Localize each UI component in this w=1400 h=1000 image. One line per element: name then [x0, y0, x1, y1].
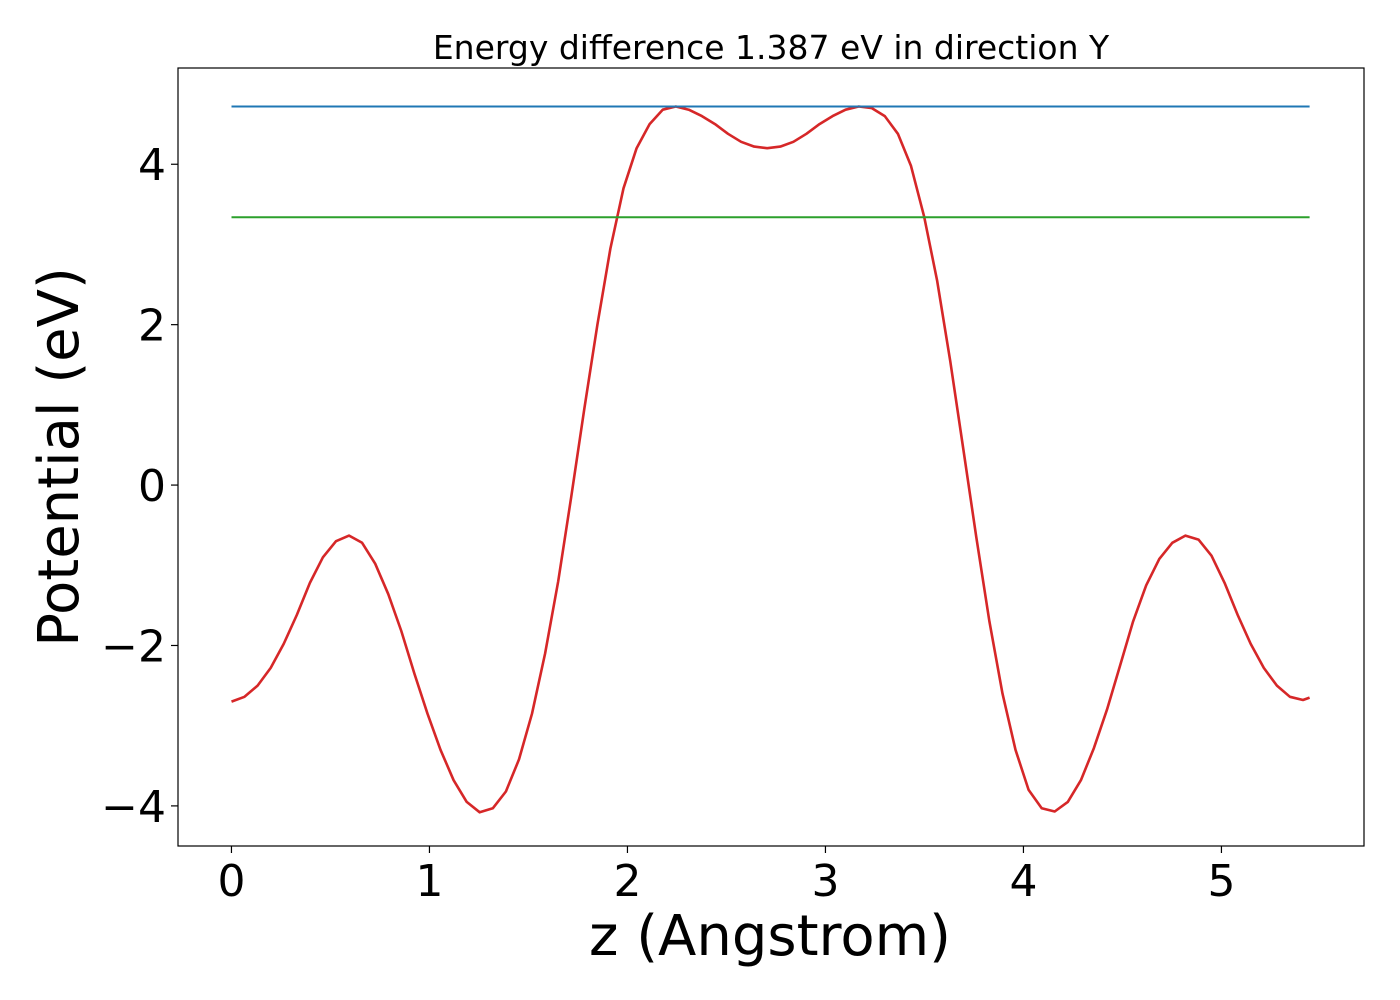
- x-tick-label-4: 4: [1009, 856, 1037, 907]
- y-axis-label: Potential (eV): [27, 267, 92, 647]
- y-tick-label-4: 4: [138, 140, 166, 191]
- potential-curve-series-0: [231, 105, 1311, 814]
- y-tick-label-2: 0: [138, 461, 166, 512]
- x-tick-label-2: 2: [613, 856, 641, 907]
- x-axis: 0 1 2 3 4 5: [217, 846, 1235, 907]
- x-tick-label-0: 0: [217, 856, 245, 907]
- y-tick-label-1: −2: [101, 621, 166, 672]
- plot-frame: [177, 67, 1365, 847]
- plot-area: [177, 67, 1365, 847]
- chart-title: Energy difference 1.387 eV in direction …: [433, 28, 1110, 67]
- x-tick-label-3: 3: [811, 856, 839, 907]
- y-tick-label-3: 2: [138, 301, 166, 352]
- y-tick-label-0: −4: [101, 782, 166, 833]
- x-axis-label: z (Angstrom): [589, 904, 951, 969]
- x-tick-label-5: 5: [1207, 856, 1235, 907]
- y-axis: −4 −2 0 2 4: [101, 140, 178, 833]
- x-tick-label-1: 1: [415, 856, 443, 907]
- series-layer: [231, 105, 1311, 814]
